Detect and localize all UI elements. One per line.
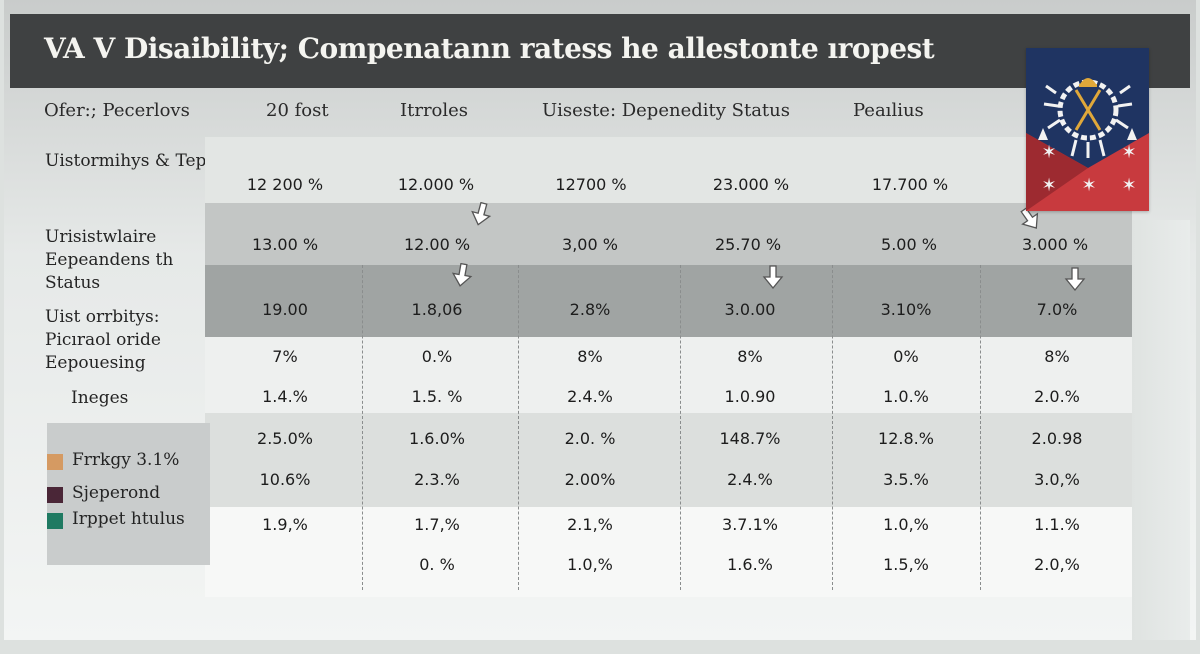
table-cell: 10.6% xyxy=(259,470,311,489)
column-header: Peaılius xyxy=(853,100,924,121)
table-cell: 1.1.% xyxy=(1034,515,1080,534)
table-cell: 2.0.98 xyxy=(1031,429,1083,448)
table-cell: 8% xyxy=(577,347,603,366)
table-cell: 1.7,% xyxy=(414,515,460,534)
table-band xyxy=(205,203,1132,265)
table-band xyxy=(205,265,1132,337)
table-cell: 3.000 % xyxy=(1021,235,1089,254)
table-cell: 12700 % xyxy=(555,175,627,194)
table-cell: 1.5,% xyxy=(883,555,929,574)
table-cell: 3,00 % xyxy=(562,235,618,254)
table-cell: 3.0.00 xyxy=(724,300,776,319)
table-cell: 12.8.% xyxy=(878,429,934,448)
column-header: Itrroles xyxy=(400,100,469,121)
page-title: VA V Disaibility; Compenatann ratess he … xyxy=(44,32,935,65)
table-cell: 25.70 % xyxy=(714,235,782,254)
column-separator xyxy=(518,265,519,590)
svg-text:✶: ✶ xyxy=(1041,142,1056,163)
table-cell: 1.8,06 xyxy=(411,300,463,319)
table-cell: 1.6.% xyxy=(727,555,773,574)
table-cell: 2.00% xyxy=(564,470,616,489)
column-header: Uiseste: Depenedity Status xyxy=(542,100,790,121)
table-cell: 7.0% xyxy=(1036,300,1078,319)
column-header: Ofer:; Pecerlovs xyxy=(44,100,190,121)
table-cell: 2.4.% xyxy=(567,387,613,406)
table-cell: 2.1,% xyxy=(567,515,613,534)
svg-text:✶: ✶ xyxy=(1121,175,1136,196)
table-cell: 12.000 % xyxy=(397,175,475,194)
table-band xyxy=(205,137,1132,203)
table-cell: 19.00 xyxy=(262,300,308,319)
right-strip xyxy=(1132,220,1190,640)
legend-label: Irppet htulus xyxy=(72,509,185,529)
legend: Frrkgy 3.1% Sjeperond Irppet htulus xyxy=(47,423,210,565)
flag-emblem-icon: ✶ ✶ ✶ ✶ ✶ xyxy=(1026,48,1149,211)
row-label: Ineges xyxy=(71,388,129,408)
table-cell: 2.5.0% xyxy=(257,429,313,448)
legend-label: Sjeperond xyxy=(72,483,161,503)
table-cell: 1.0.% xyxy=(883,387,929,406)
title-bar: VA V Disaibility; Compenatann ratess he … xyxy=(10,14,1190,88)
column-header: 20 fost xyxy=(266,100,329,121)
table-band xyxy=(205,337,1132,413)
table-cell: 148.7% xyxy=(719,429,781,448)
table-cell: 3.10% xyxy=(880,300,932,319)
legend-swatch-teal xyxy=(47,513,63,529)
table-cell: 1.9,% xyxy=(262,515,308,534)
table-cell: 1.5. % xyxy=(411,387,463,406)
table-cell: 2.4.% xyxy=(727,470,773,489)
table-cell: 1.0,% xyxy=(567,555,613,574)
table-cell: 23.000 % xyxy=(712,175,790,194)
table-cell: 12 200 % xyxy=(246,175,324,194)
legend-label: Frrkgy 3.1% xyxy=(72,450,180,470)
column-separator xyxy=(680,265,681,590)
arrow-down-icon xyxy=(1064,267,1086,291)
table-cell: 8% xyxy=(1044,347,1070,366)
table-cell: 3.7.1% xyxy=(722,515,778,534)
column-separator xyxy=(980,265,981,590)
table-cell: 2.0.% xyxy=(1034,387,1080,406)
column-header-row: Ofer:; Pecerlovs 20 fost Itrroles Uisest… xyxy=(0,98,1200,128)
legend-swatch-plum xyxy=(47,487,63,503)
table-cell: 3.5.% xyxy=(883,470,929,489)
table-cell: 0% xyxy=(893,347,919,366)
svg-text:✶: ✶ xyxy=(1121,142,1136,163)
table-cell: 2.0,% xyxy=(1034,555,1080,574)
table-cell: 1.4.% xyxy=(262,387,308,406)
row-label: Urisistwlaire Eepeandens th Status xyxy=(45,227,174,293)
arrow-down-icon xyxy=(762,265,784,289)
table-cell: 5.00 % xyxy=(881,235,937,254)
table-cell: 12.00 % xyxy=(403,235,471,254)
table-cell: 3.0,% xyxy=(1034,470,1080,489)
table-cell: 7% xyxy=(272,347,298,366)
svg-text:✶: ✶ xyxy=(1081,175,1096,196)
table-cell: 2.0. % xyxy=(564,429,616,448)
table-cell: 1.6.0% xyxy=(409,429,465,448)
table-band xyxy=(205,507,1132,597)
table-cell: 2.8% xyxy=(569,300,611,319)
table-cell: 0. % xyxy=(419,555,455,574)
table-cell: 1.0.90 xyxy=(724,387,776,406)
arrow-down-icon xyxy=(451,263,473,287)
data-table: 12 200 % 12.000 % 12700 % 23.000 % 17.70… xyxy=(205,137,1132,597)
table-cell: 13.00 % xyxy=(251,235,319,254)
table-cell: 8% xyxy=(737,347,763,366)
column-separator xyxy=(832,265,833,590)
table-cell: 1.0,% xyxy=(883,515,929,534)
legend-swatch-orange xyxy=(47,454,63,470)
table-band xyxy=(205,413,1132,507)
arrow-down-icon xyxy=(471,202,492,226)
column-separator xyxy=(362,265,363,590)
row-label: Uist orrbitys: Picıraol oride Eepouesing xyxy=(45,307,161,373)
table-cell: 2.3.% xyxy=(414,470,460,489)
table-cell: 0.% xyxy=(421,347,453,366)
table-cell: 17.700 % xyxy=(871,175,949,194)
svg-text:✶: ✶ xyxy=(1041,175,1056,196)
